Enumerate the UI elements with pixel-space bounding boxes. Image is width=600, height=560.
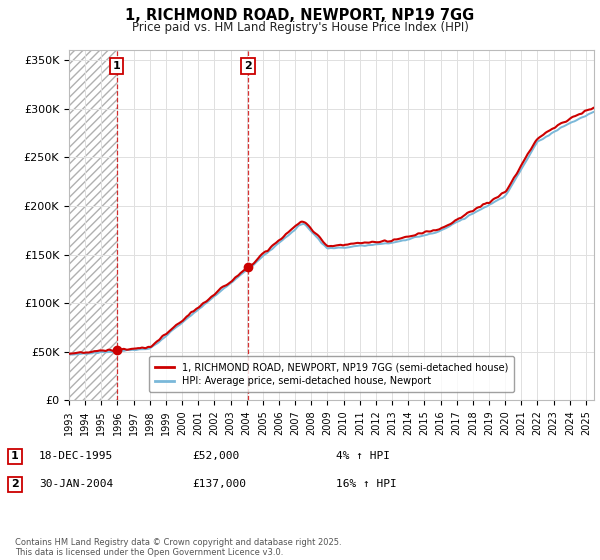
Text: 1, RICHMOND ROAD, NEWPORT, NP19 7GG: 1, RICHMOND ROAD, NEWPORT, NP19 7GG — [125, 8, 475, 24]
Text: 16% ↑ HPI: 16% ↑ HPI — [336, 479, 397, 489]
Text: £137,000: £137,000 — [192, 479, 246, 489]
Legend: 1, RICHMOND ROAD, NEWPORT, NP19 7GG (semi-detached house), HPI: Average price, s: 1, RICHMOND ROAD, NEWPORT, NP19 7GG (sem… — [149, 357, 514, 392]
Text: Price paid vs. HM Land Registry's House Price Index (HPI): Price paid vs. HM Land Registry's House … — [131, 21, 469, 34]
Text: 1: 1 — [11, 451, 19, 461]
Text: Contains HM Land Registry data © Crown copyright and database right 2025.
This d: Contains HM Land Registry data © Crown c… — [15, 538, 341, 557]
Text: 18-DEC-1995: 18-DEC-1995 — [39, 451, 113, 461]
Text: 2: 2 — [11, 479, 19, 489]
Text: 4% ↑ HPI: 4% ↑ HPI — [336, 451, 390, 461]
Text: 30-JAN-2004: 30-JAN-2004 — [39, 479, 113, 489]
Text: 1: 1 — [113, 61, 121, 71]
Text: 2: 2 — [244, 61, 252, 71]
Text: £52,000: £52,000 — [192, 451, 239, 461]
